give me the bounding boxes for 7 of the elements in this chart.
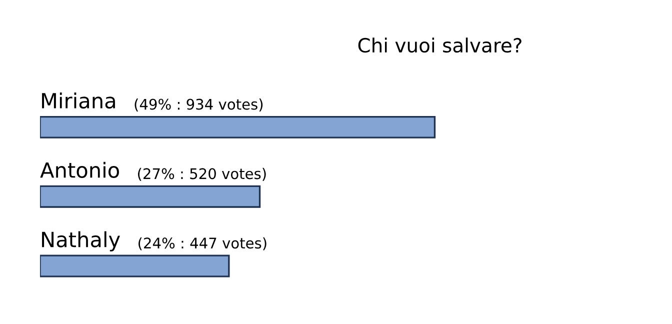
data-label: (27% : 520 votes) (138, 168, 266, 181)
data-label: (49% : 934 votes) (134, 98, 263, 112)
y-tick-label: Antonio (40, 162, 119, 178)
y-tick-label: Miriana (42, 92, 115, 109)
chart-title: Chi vuoi salvare? (358, 38, 522, 53)
data-label: (24% : 447 votes) (138, 237, 266, 250)
y-tick-label: Nathaly (42, 231, 120, 252)
